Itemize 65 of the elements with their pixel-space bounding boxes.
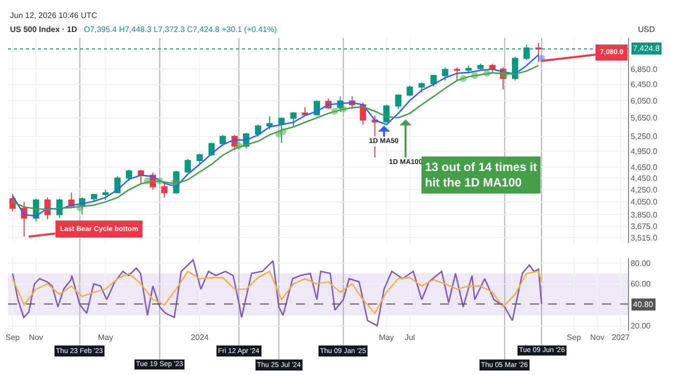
point — [280, 128, 287, 136]
point — [501, 71, 508, 78]
annotation: 13 out of 14 times it hit the 1D MA100 — [425, 160, 538, 190]
y-tick-label: 3,850.0 — [630, 210, 658, 220]
candlestick — [184, 158, 191, 173]
candlestick — [395, 94, 402, 110]
candlestick — [454, 66, 460, 81]
x-tick-label: Jul — [404, 333, 416, 342]
candlestick — [220, 134, 226, 147]
point — [340, 106, 347, 113]
chart-title: US 500 Index · 1D — [10, 25, 78, 34]
candlestick — [278, 117, 285, 144]
candlestick — [383, 104, 390, 123]
candlestick — [418, 82, 425, 93]
y-tick-label: 20.00 — [630, 322, 652, 331]
line-series — [12, 270, 542, 314]
candlestick — [290, 112, 297, 128]
y-axis-title: USD — [638, 25, 656, 34]
x-tick-label: Nov — [590, 333, 604, 342]
candlestick — [266, 116, 273, 130]
y-tick-label: 4,650.0 — [630, 162, 658, 172]
candlestick — [442, 66, 448, 81]
candlestick — [477, 63, 484, 72]
point — [331, 108, 338, 115]
y-tick-label: 4,250.0 — [630, 186, 658, 195]
point — [170, 179, 178, 186]
candlestick — [90, 193, 98, 202]
point — [235, 142, 242, 150]
candlestick — [161, 180, 168, 198]
y-tick-label: 3,515.0 — [630, 233, 658, 242]
x-tick-label: 2027 — [612, 333, 630, 342]
candlestick — [102, 189, 109, 201]
y-tick-label: 3,675.0 — [630, 222, 658, 232]
y-tick-label: 5,650.0 — [630, 114, 658, 123]
y-tick-label: 4,050.0 — [630, 198, 658, 207]
y-tick-label: 6,450.0 — [630, 80, 658, 90]
x-tick-label: Sep — [5, 333, 20, 342]
y-tick-label: 6,850.0 — [630, 64, 658, 74]
line-series — [12, 259, 542, 326]
ref-line-label: 40.80 — [633, 300, 654, 309]
y-tick-label: 5,250.0 — [630, 132, 658, 142]
chart-subtitle: O7,395.4 H7,448.3 L7,372.3 C7,424.8 +30.1 (+0.41%) — [84, 25, 278, 34]
x-tick-label: May — [98, 333, 114, 342]
y-tick-label: 6,050.0 — [630, 96, 658, 106]
y-tick-label: 4,450.0 — [630, 174, 658, 183]
x-tick-label: Sep — [566, 333, 582, 342]
point — [471, 72, 478, 80]
candlestick — [465, 65, 472, 74]
x-tick-label: May — [378, 333, 394, 342]
x-tick-label: Nov — [28, 333, 44, 342]
ref-line-label: 7,424.8 — [633, 44, 660, 53]
point — [156, 177, 164, 184]
y-tick-label: 80.00 — [630, 258, 652, 268]
point — [76, 204, 84, 212]
point — [460, 75, 467, 82]
candlestick — [406, 85, 413, 97]
y-tick-label: 4,950.0 — [630, 147, 658, 156]
candlestick — [535, 42, 542, 62]
point — [144, 177, 151, 184]
x-tick-label: 2024 — [190, 333, 210, 342]
point — [484, 70, 491, 77]
text: Jun 12, 2026 10:46 UTC — [10, 11, 98, 20]
candlestick — [430, 74, 437, 87]
y-tick-label: 60.00 — [630, 280, 652, 289]
candlestick — [196, 153, 203, 165]
